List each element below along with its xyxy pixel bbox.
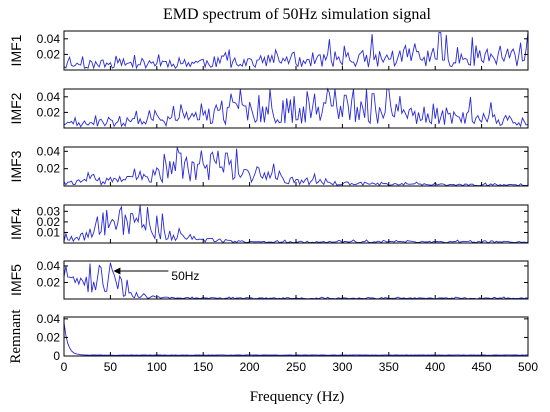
series-line-imf3 (63, 147, 529, 187)
panel-frame (63, 88, 529, 129)
y-tick-label: 0.03 (37, 204, 61, 218)
y-tick-label: 0.04 (37, 90, 61, 104)
panel-frame (63, 204, 529, 244)
panel-imf2: 0.020.04 IMF2 (8, 87, 529, 129)
y-tick-label: 0.02 (37, 47, 61, 61)
chart-title: EMD spectrum of 50Hz simulation signal (163, 6, 432, 23)
series-line-remnant (63, 322, 528, 356)
y-tick-label: 0.04 (37, 259, 61, 273)
panel-imf4: 0.010.020.03 IMF4 (8, 204, 529, 244)
panel-y-label: IMF1 (8, 34, 24, 66)
series-line-imf2 (63, 87, 529, 128)
x-tick-label: 150 (193, 360, 213, 374)
x-tick-label: 200 (240, 360, 260, 374)
y-tick-label: 0.02 (37, 330, 61, 344)
y-tick-label: 0.04 (37, 32, 61, 46)
y-tick-label: 0.01 (37, 225, 61, 239)
imf-panels: 0.020.04IMF10.020.04IMF20.020.04IMF30.01… (8, 30, 529, 364)
x-tick-label: 250 (286, 360, 306, 374)
panel-y-label: Remnant (8, 309, 24, 364)
x-axis-label: Frequency (Hz) (250, 389, 345, 405)
panel-imf1: 0.020.04 IMF1 (8, 30, 529, 71)
y-tick-label: 0.02 (37, 105, 61, 119)
x-tick-label: 300 (332, 360, 352, 374)
panel-y-label: IMF3 (8, 150, 24, 182)
panel-imf3: 0.02 0.04 IMF3 (8, 144, 529, 187)
series-line-imf1 (63, 31, 529, 70)
x-tick-label: 0 (61, 360, 68, 374)
panel-y-label: IMF5 (8, 264, 24, 296)
x-tick-label: 350 (379, 360, 399, 374)
series-line-imf4 (63, 204, 529, 244)
series-line-imf5 (63, 262, 529, 300)
x-tick-label: 100 (147, 360, 167, 374)
panel-y-label: IMF4 (8, 208, 24, 240)
panel-frame (63, 316, 529, 357)
panel-frame (63, 260, 529, 300)
x-tick-label: 450 (472, 360, 492, 374)
annotation-arrowhead (113, 267, 121, 275)
panel-remnant: 0 0.02 0.04 Remnant (8, 309, 529, 364)
x-tick-label: 50 (104, 360, 118, 374)
y-tick-label: 0.04 (37, 312, 61, 326)
panel-y-label: IMF2 (8, 92, 24, 124)
y-tick-label: 0.02 (37, 215, 61, 229)
y-tick-label: 0 (53, 349, 60, 363)
y-tick-label: 0.04 (37, 144, 61, 158)
x-tick-label: 500 (518, 360, 538, 374)
x-tick-label: 400 (425, 360, 445, 374)
x-axis: 0 50 100 150 200 250 300 350 400 450 500 (61, 360, 539, 374)
y-tick-label: 0.02 (37, 275, 61, 289)
panel-imf5: 0.02 0.04 IMF5 50Hz (8, 259, 529, 300)
annotation-label: 50Hz (171, 269, 199, 283)
y-tick-label: 0.02 (37, 162, 61, 176)
